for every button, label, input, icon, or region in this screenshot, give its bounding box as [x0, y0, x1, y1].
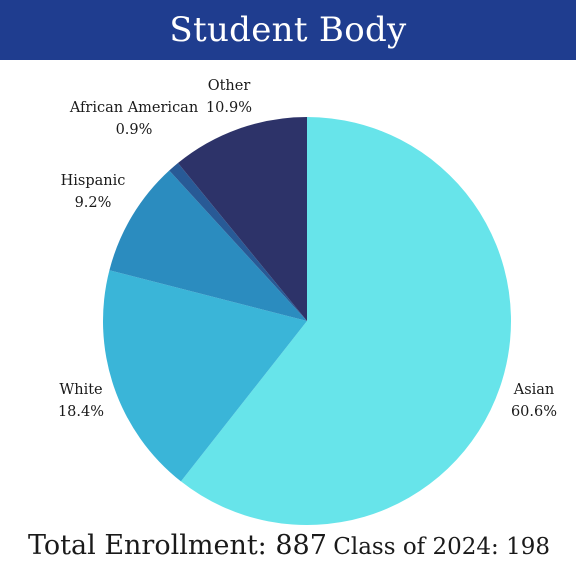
page-title: Student Body: [169, 10, 407, 50]
slice-value-label: 0.9%: [116, 122, 153, 138]
slice-label: White: [59, 382, 102, 398]
slice-value-label: 18.4%: [58, 404, 104, 420]
slice-value-label: 10.9%: [206, 100, 252, 116]
slice-label: Hispanic: [61, 173, 126, 189]
slice-value-label: 9.2%: [75, 195, 112, 211]
slice-label: African American: [69, 100, 198, 116]
pie-slices: [103, 117, 511, 525]
pie-slice-other: [177, 117, 307, 321]
pie-slice-hispanic: [109, 170, 308, 321]
header-banner: Student Body: [0, 0, 576, 60]
pie-slice-african-american: [169, 163, 307, 321]
footer-stats: Total Enrollment: 887 Class of 2024: 198: [0, 524, 576, 568]
pie-slice-asian: [180, 117, 511, 525]
total-enrollment: Total Enrollment: 887: [28, 530, 327, 561]
pie-labels: Asian 60.6% White 18.4% Hispanic 9.2% African …: [58, 78, 557, 420]
slice-value-label: 60.6%: [511, 404, 557, 420]
class-of-2024: Class of 2024: 198: [333, 534, 550, 560]
slice-label: Other: [208, 78, 251, 94]
pie-slice-white: [103, 270, 307, 482]
slice-label: Asian: [513, 382, 555, 398]
